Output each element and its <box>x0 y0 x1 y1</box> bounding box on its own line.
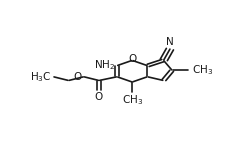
Text: N: N <box>166 37 174 47</box>
Text: O: O <box>95 92 103 102</box>
Text: O: O <box>128 54 136 64</box>
Text: NH$_2$: NH$_2$ <box>94 58 115 72</box>
Text: CH$_3$: CH$_3$ <box>122 93 143 107</box>
Text: CH$_3$: CH$_3$ <box>192 63 213 77</box>
Text: H$_3$C: H$_3$C <box>30 70 51 84</box>
Text: O: O <box>73 72 82 82</box>
